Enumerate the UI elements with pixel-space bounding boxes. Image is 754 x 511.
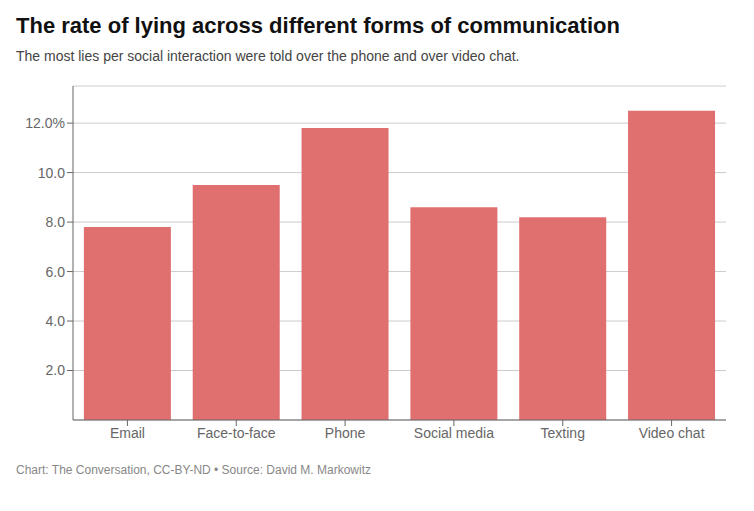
svg-text:2.0: 2.0: [46, 362, 66, 378]
svg-text:Face-to-face: Face-to-face: [197, 425, 276, 441]
svg-text:12.0%: 12.0%: [25, 115, 65, 131]
svg-text:Texting: Texting: [541, 425, 585, 441]
svg-text:Email: Email: [110, 425, 145, 441]
html-text:The rate of lying across diffe: The rate of lying across different forms…: [16, 13, 620, 38]
svg-text:Video chat: Video chat: [639, 425, 705, 441]
html-text:The most lies per social inter: The most lies per social interaction wer…: [16, 48, 520, 64]
svg-text:Phone: Phone: [325, 425, 366, 441]
svg-text:6.0: 6.0: [46, 264, 66, 280]
svg-text:8.0: 8.0: [46, 214, 66, 230]
html-text:Chart: The Conversation, CC-BY: Chart: The Conversation, CC-BY-ND • Sour…: [16, 463, 371, 477]
svg-text:4.0: 4.0: [46, 313, 66, 329]
svg-text:Social media: Social media: [414, 425, 494, 441]
svg-text:10.0: 10.0: [38, 165, 65, 181]
